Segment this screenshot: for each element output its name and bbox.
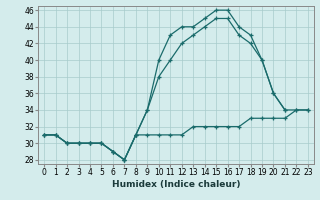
X-axis label: Humidex (Indice chaleur): Humidex (Indice chaleur) (112, 180, 240, 189)
